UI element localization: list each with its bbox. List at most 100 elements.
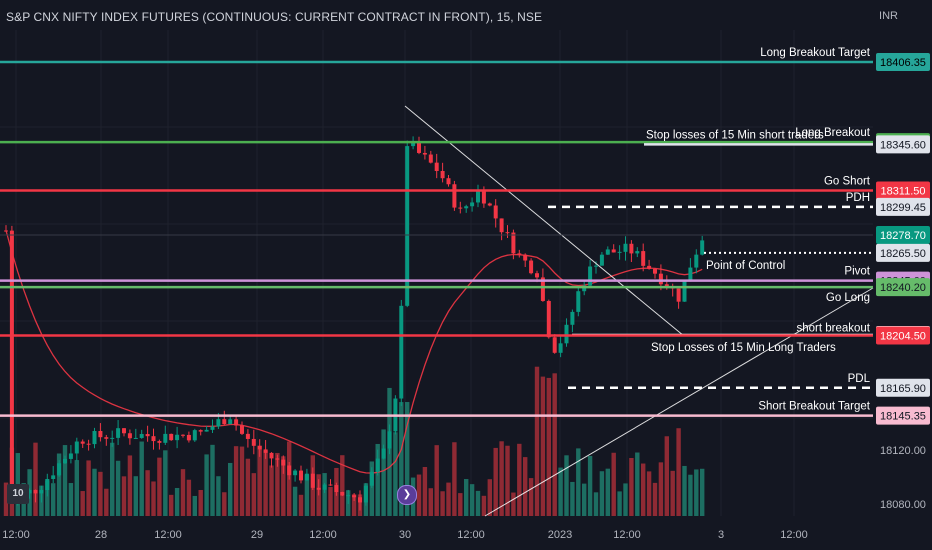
level-label-2: Stop losses of 15 Min short traders	[646, 129, 824, 141]
candle-5	[33, 489, 38, 503]
candle-body-103	[611, 249, 616, 253]
volume-bar-23	[139, 441, 144, 516]
price-badge-text-2: 18345.60	[880, 139, 926, 151]
candle-body-58	[346, 495, 351, 497]
x-tick-1: 28	[95, 529, 107, 541]
volume-bar-22	[133, 476, 138, 516]
volume-bar-76	[452, 442, 457, 516]
volume-bar-99	[587, 455, 593, 516]
candle-74	[440, 162, 445, 183]
candle-110	[653, 267, 657, 279]
candle-41	[245, 429, 250, 448]
candle-body-13	[80, 441, 85, 444]
candle-body-115	[682, 281, 687, 302]
candle-body-84	[499, 218, 504, 233]
volume-bar-15	[92, 468, 97, 516]
ascending-trendline	[484, 287, 874, 517]
volume-bar-42	[251, 473, 256, 516]
price-badge-bg-12	[876, 406, 930, 425]
candle-118	[700, 235, 705, 256]
candle-114	[676, 288, 681, 309]
candle-82	[487, 202, 492, 207]
candle-1	[9, 225, 14, 504]
candle-105	[623, 236, 628, 261]
candle-56	[334, 482, 339, 496]
volume-bar-11	[68, 483, 74, 516]
candle-body-71	[422, 152, 427, 155]
volume-bar-21	[127, 455, 133, 516]
volume-bar-26	[157, 457, 162, 516]
candle-53	[316, 479, 321, 496]
price-badge-2: 18345.60	[876, 135, 930, 154]
level-label-8: Go Long	[826, 292, 870, 304]
level-label-6: Point of Control	[706, 260, 785, 272]
tradingview-logo[interactable]: 10	[7, 484, 29, 504]
volume-bar-68	[405, 402, 410, 516]
candle-103	[611, 244, 616, 253]
price-badge-bg-3	[876, 181, 930, 200]
candle-43	[257, 439, 262, 457]
candle-6	[39, 485, 44, 503]
candle-body-1	[9, 230, 14, 503]
volume-bar-116	[688, 474, 693, 516]
candle-12	[74, 437, 79, 461]
price-badge-text-5: 18278.70	[880, 230, 926, 242]
candle-72	[428, 150, 433, 164]
volume-bar-103	[611, 452, 616, 516]
volume-bar-96	[570, 481, 575, 516]
candle-body-75	[446, 178, 451, 185]
price-badge-6: 18265.50	[876, 243, 930, 262]
candle-111	[658, 264, 663, 291]
go-to-date-icon[interactable]: ❯	[397, 485, 417, 505]
volume-bar-16	[98, 471, 103, 516]
candle-body-49	[293, 470, 298, 476]
volume-bar-30	[180, 469, 186, 516]
candle-85	[505, 225, 510, 238]
volume-bar-113	[670, 470, 675, 516]
volume-bar-29	[174, 487, 180, 516]
candle-body-102	[605, 249, 610, 255]
volume-bar-20	[121, 476, 127, 516]
candle-94	[558, 335, 563, 358]
candle-body-11	[68, 453, 73, 459]
candle-59	[352, 493, 357, 501]
candle-102	[605, 246, 610, 255]
candle-78	[464, 204, 469, 213]
price-badge-text-11: 18165.90	[880, 383, 926, 395]
candle-13	[80, 439, 85, 448]
volume-bar-55	[328, 487, 333, 516]
candle-93	[552, 334, 557, 354]
volume-bar-31	[186, 479, 192, 516]
price-badge-bg-2	[876, 135, 930, 154]
candle-58	[346, 489, 351, 505]
candle-body-31	[186, 434, 191, 441]
level-label-0: Long Breakout Target	[760, 47, 871, 59]
volume-bar-59	[351, 494, 357, 516]
x-tick-9: 3	[718, 529, 724, 541]
candle-body-24	[145, 434, 150, 437]
candle-body-90	[535, 273, 539, 278]
volume-bar-79	[469, 484, 475, 516]
candle-28	[169, 433, 174, 441]
candle-91	[540, 268, 545, 302]
volume-bar-36	[216, 476, 221, 516]
volume-bar-18	[110, 442, 115, 516]
candle-body-79	[470, 202, 475, 207]
volume-bar-17	[104, 488, 109, 516]
candle-70	[417, 136, 421, 155]
volume-bar-40	[239, 446, 245, 516]
candle-body-46	[275, 458, 280, 460]
candle-body-23	[139, 434, 144, 438]
candle-4	[27, 488, 32, 499]
grid	[0, 30, 873, 516]
candle-67	[399, 299, 404, 407]
price-badge-text-12: 18145.35	[880, 411, 926, 423]
volume-bar-64	[381, 429, 386, 516]
candle-body-99	[588, 266, 593, 286]
candle-77	[458, 201, 463, 214]
volume-bar-109	[646, 471, 652, 516]
currency-label[interactable]: INR	[879, 10, 898, 22]
volume-bar-84	[499, 441, 504, 516]
candle-body-64	[381, 448, 386, 459]
